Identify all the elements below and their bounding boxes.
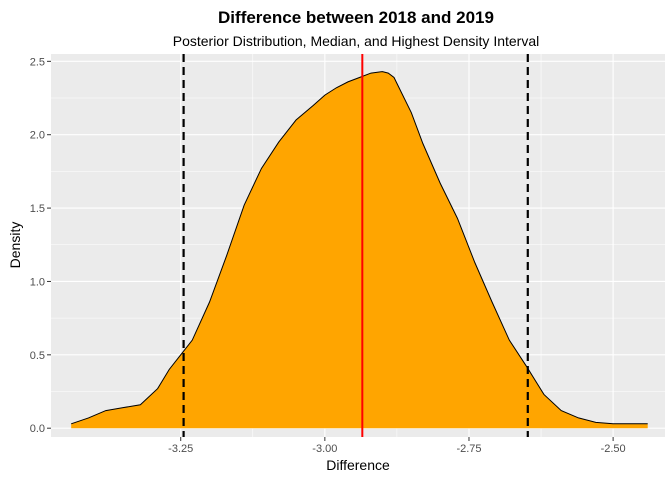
y-tick-label: 0.5 xyxy=(30,350,45,362)
density-curve xyxy=(71,71,648,425)
x-tick-label: -2.50 xyxy=(601,443,626,455)
x-axis-title: Difference xyxy=(326,457,390,473)
y-tick-label: 1.5 xyxy=(30,203,45,215)
y-tick-label: 2.5 xyxy=(30,56,45,68)
x-tick-label: -2.75 xyxy=(456,443,481,455)
y-axis: 0.0 0.5 1.0 1.5 2.0 2.5 xyxy=(30,56,51,435)
data-layer xyxy=(71,54,648,437)
x-tick-label: -3.00 xyxy=(312,443,337,455)
chart-title: Difference between 2018 and 2019 xyxy=(218,8,494,27)
x-axis: -3.25 -3.00 -2.75 -2.50 xyxy=(168,437,626,455)
density-area xyxy=(71,71,648,429)
chart-subtitle: Posterior Distribution, Median, and High… xyxy=(173,33,540,49)
y-tick-label: 1.0 xyxy=(30,276,45,288)
y-axis-title: Density xyxy=(7,222,23,269)
y-tick-label: 0.0 xyxy=(30,423,45,435)
x-tick-label: -3.25 xyxy=(168,443,193,455)
y-tick-label: 2.0 xyxy=(30,130,45,142)
